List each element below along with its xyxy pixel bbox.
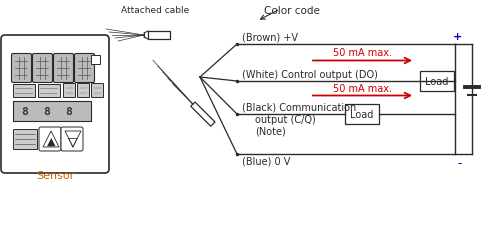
Text: Load: Load	[426, 77, 448, 87]
Bar	[38, 85, 60, 98]
FancyBboxPatch shape	[74, 54, 94, 83]
Bar	[420, 72, 454, 92]
FancyBboxPatch shape	[78, 84, 90, 98]
FancyBboxPatch shape	[92, 84, 104, 98]
Bar	[148, 32, 170, 40]
Bar	[13, 85, 35, 98]
Text: Load: Load	[350, 109, 374, 120]
FancyBboxPatch shape	[1, 36, 109, 173]
Polygon shape	[65, 131, 81, 147]
Text: 8: 8	[44, 106, 51, 117]
Text: (Brown) +V: (Brown) +V	[242, 33, 298, 43]
Text: +: +	[453, 32, 462, 42]
Polygon shape	[43, 131, 59, 147]
Text: output (C/Q): output (C/Q)	[255, 114, 316, 124]
Bar	[345, 105, 379, 124]
Text: ▲: ▲	[47, 136, 55, 146]
Text: (Note): (Note)	[255, 125, 286, 135]
Bar	[13, 129, 37, 149]
Text: ▽: ▽	[68, 135, 78, 148]
Text: 50 mA max.: 50 mA max.	[333, 83, 392, 93]
FancyBboxPatch shape	[64, 84, 76, 98]
Bar	[13, 101, 91, 121]
Text: (White) Control output (DO): (White) Control output (DO)	[242, 70, 378, 80]
FancyBboxPatch shape	[54, 54, 74, 83]
Text: Color code: Color code	[264, 6, 320, 16]
Text: Sensor: Sensor	[36, 170, 74, 180]
FancyBboxPatch shape	[32, 54, 52, 83]
FancyBboxPatch shape	[39, 128, 61, 151]
FancyBboxPatch shape	[61, 128, 83, 151]
Polygon shape	[191, 103, 215, 127]
Text: 8: 8	[22, 106, 29, 117]
Text: (Black) Communication: (Black) Communication	[242, 103, 356, 112]
Text: (Blue) 0 V: (Blue) 0 V	[242, 156, 290, 166]
FancyBboxPatch shape	[12, 54, 32, 83]
Text: -: -	[458, 156, 462, 169]
Text: Attached cable: Attached cable	[121, 6, 189, 15]
Text: 8: 8	[66, 106, 72, 117]
Bar	[91, 56, 100, 65]
Text: 50 mA max.: 50 mA max.	[333, 48, 392, 58]
